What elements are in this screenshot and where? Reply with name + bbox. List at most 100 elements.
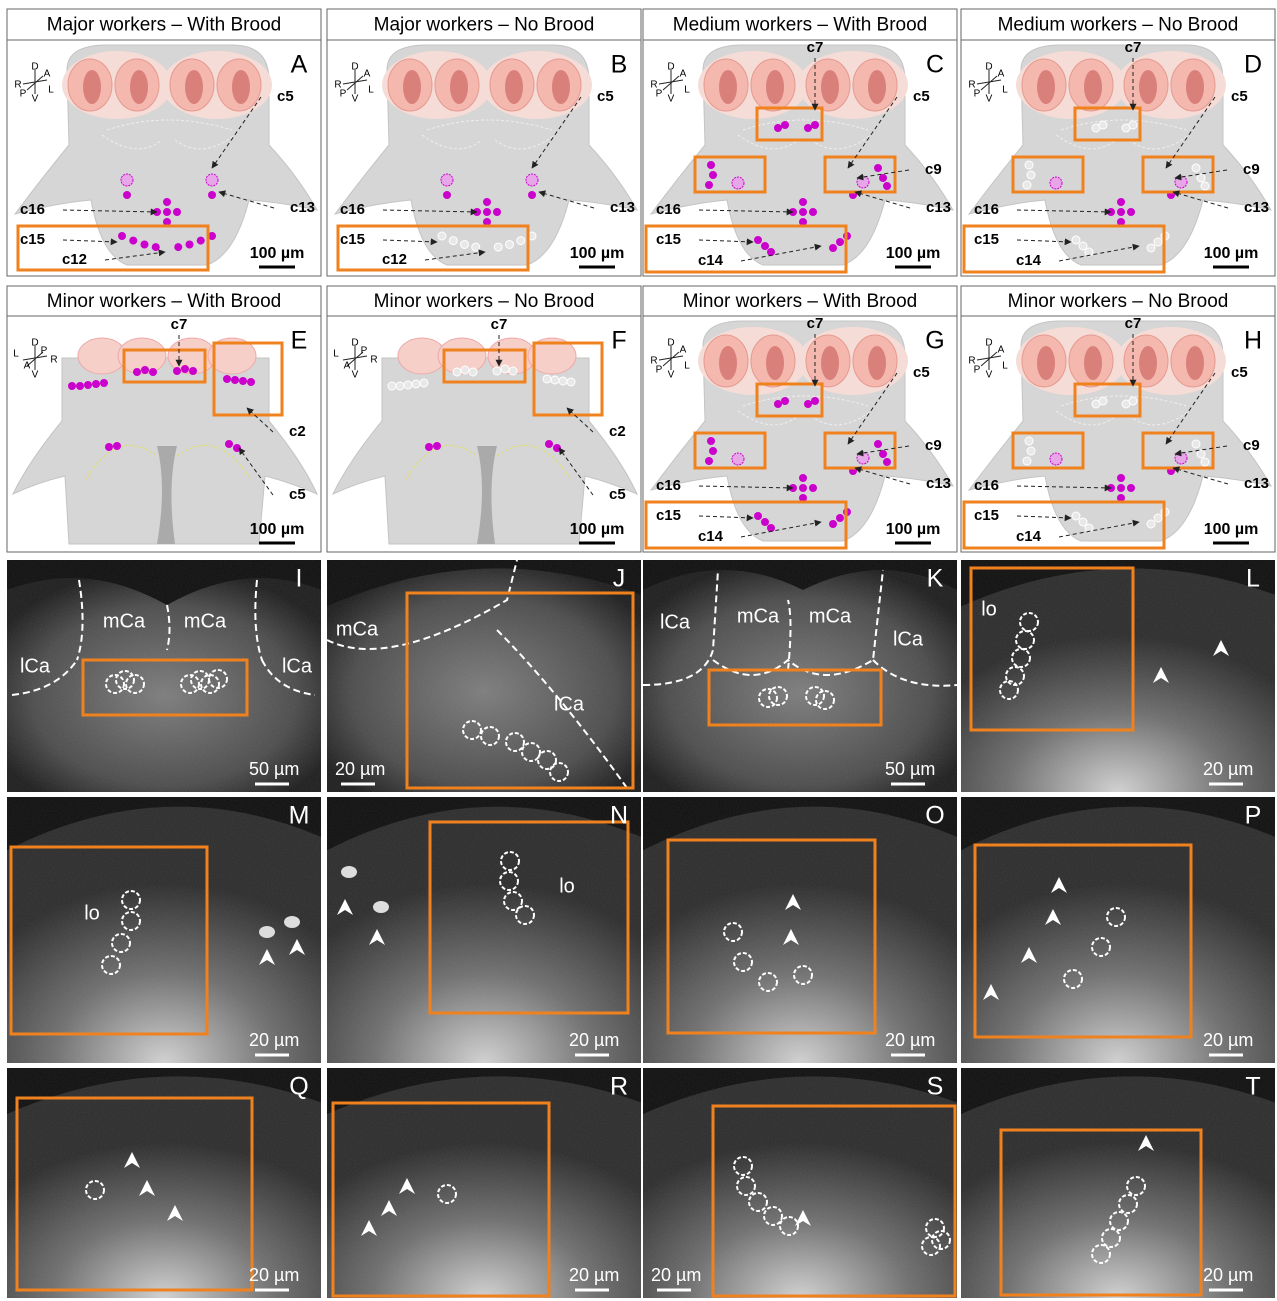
cell [76, 382, 84, 390]
orientation-label: V [986, 370, 993, 381]
cell-label: c15 [656, 507, 681, 524]
scale-label: 20 µm [569, 1265, 619, 1285]
panel-letter: P [1245, 802, 1262, 830]
cell-empty [543, 375, 551, 383]
cell-empty [1079, 518, 1087, 526]
panel-letter: I [296, 565, 303, 593]
cell-empty [1072, 236, 1080, 244]
cell [163, 198, 171, 206]
scale-label: 100 µm [250, 521, 305, 538]
calyx-core [821, 70, 839, 104]
cell-label: c9 [925, 437, 942, 454]
cell [836, 238, 844, 246]
cell-empty [567, 378, 575, 386]
cell-empty [1197, 174, 1205, 182]
cell-empty [1027, 171, 1035, 179]
scale-label: 20 µm [1203, 1030, 1253, 1050]
orientation-label: P [974, 89, 981, 100]
calyx-core [505, 70, 523, 104]
cell-empty [449, 237, 457, 245]
micrograph: mCamCalCalCaI50 µm [7, 560, 321, 792]
orientation-label: R [370, 355, 377, 366]
scale-label: 100 µm [250, 245, 305, 262]
calyx-core [868, 346, 886, 380]
orientation-label: P [361, 346, 368, 357]
cell [705, 457, 713, 465]
cell [239, 377, 247, 385]
orientation-label: V [32, 370, 39, 381]
orientation-label: P [974, 365, 981, 376]
panel-letter: B [611, 51, 628, 79]
cell-empty [1147, 244, 1155, 252]
cell-label: c12 [382, 251, 407, 268]
region-label: mCa [336, 618, 379, 640]
calyx-core [403, 70, 421, 104]
orientation-label: A [24, 361, 31, 372]
cell [123, 191, 131, 199]
orientation-label: A [344, 361, 351, 372]
region-label: lo [84, 902, 100, 924]
scale-label: 50 µm [249, 759, 299, 779]
cell-label: c7 [491, 316, 508, 333]
cell [811, 397, 819, 405]
orientation-label: L [684, 85, 690, 96]
cell-empty [420, 379, 428, 387]
orientation-label: D [667, 338, 674, 349]
calyx-core [1037, 346, 1055, 380]
orientation-label: D [667, 62, 674, 73]
cell [883, 182, 891, 190]
cell-label: c14 [1016, 252, 1042, 269]
orientation-label: A [680, 345, 687, 356]
orientation-label: L [48, 85, 54, 96]
image-noise [961, 797, 1275, 1063]
calyx-core [185, 70, 203, 104]
calyx-core [1186, 70, 1204, 104]
cell [233, 444, 241, 452]
image-noise [643, 797, 957, 1063]
orientation-label: A [44, 69, 51, 80]
panel-title: Major workers – No Brood [374, 15, 595, 36]
panel-letter: J [613, 565, 626, 593]
cell [197, 237, 205, 245]
bright-cell [259, 926, 275, 938]
cell [186, 240, 194, 248]
cell-label: c16 [974, 201, 999, 218]
cell [1127, 484, 1135, 492]
cell-empty [1192, 440, 1200, 448]
cell [709, 447, 717, 455]
cell-empty [494, 243, 502, 251]
cell [1117, 484, 1125, 492]
calyx-core [1084, 70, 1102, 104]
scale-label: 100 µm [886, 245, 941, 262]
cell [225, 440, 233, 448]
cell-label: c5 [597, 88, 614, 105]
cell-empty [1099, 121, 1107, 129]
orientation-label: P [656, 365, 663, 376]
scale-label: 100 µm [570, 521, 625, 538]
cell [141, 240, 149, 248]
cell-label: c13 [610, 199, 635, 216]
cell [774, 400, 782, 408]
cell [879, 174, 887, 182]
scale-label: 100 µm [886, 521, 941, 538]
cell-empty [388, 382, 396, 390]
orientation-label: L [684, 361, 690, 372]
orientation-label: V [668, 94, 675, 105]
cell-label: c15 [974, 507, 999, 524]
orientation-label: A [998, 69, 1005, 80]
cell-label: c9 [1243, 161, 1260, 178]
cell-empty [1154, 238, 1162, 246]
cell-label: c2 [609, 423, 626, 440]
scale-label: 20 µm [569, 1030, 619, 1050]
cell [829, 520, 837, 528]
micrograph: O20 µm [643, 797, 957, 1063]
cell-label: c5 [289, 486, 306, 503]
cell [829, 244, 837, 252]
orientation-label: A [998, 345, 1005, 356]
cell [528, 191, 536, 199]
cell [118, 232, 126, 240]
cell [709, 171, 717, 179]
cell-empty [1201, 458, 1209, 466]
panel-letter: H [1244, 327, 1262, 355]
